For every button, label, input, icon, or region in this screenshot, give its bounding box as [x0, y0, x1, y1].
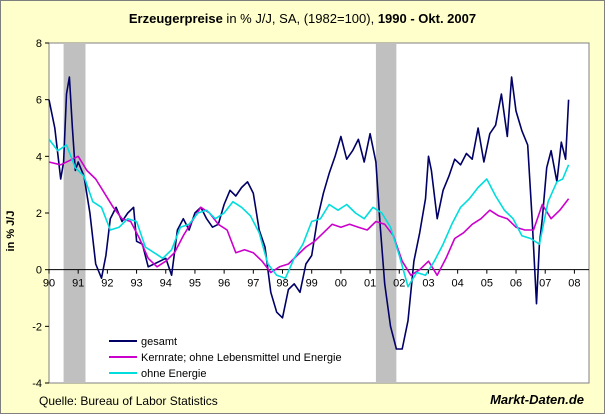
legend-label-0: gesamt [141, 336, 177, 348]
source-note: Quelle: Bureau of Labor Statistics [39, 394, 218, 408]
chart-title-period: 1990 - Okt. 2007 [377, 11, 477, 26]
y-tick-label: 4 [36, 151, 42, 163]
y-tick-label: 2 [36, 208, 42, 220]
x-tick-label: 98 [276, 278, 288, 290]
x-tick-label: 92 [101, 278, 113, 290]
chart-title-units: in % J/J, SA, (1982=100), [222, 11, 378, 26]
y-tick-label: -4 [32, 378, 42, 390]
chart-title-main: Erzeugerpreise [128, 11, 223, 26]
legend-label-1: Kernrate; ohne Lebensmittel und Energie [141, 352, 342, 364]
x-tick-label: 06 [510, 278, 522, 290]
x-tick-label: 99 [306, 278, 318, 290]
y-tick-label: 8 [36, 38, 42, 50]
x-tick-label: 03 [422, 278, 434, 290]
x-tick-label: 05 [481, 278, 493, 290]
x-tick-label: 07 [539, 278, 551, 290]
x-tick-label: 97 [247, 278, 259, 290]
series-line-2 [48, 138, 570, 288]
legend-label-2: ohne Energie [141, 368, 206, 380]
x-tick-label: 94 [160, 278, 172, 290]
x-tick-label: 04 [452, 278, 464, 290]
y-tick-label: 6 [36, 95, 42, 107]
y-tick-label: 0 [36, 265, 42, 277]
x-tick-label: 93 [130, 278, 142, 290]
x-tick-label: 02 [393, 278, 405, 290]
chart-title: Erzeugerpreise in % J/J, SA, (1982=100),… [1, 11, 604, 26]
y-tick-label: -2 [32, 321, 42, 333]
x-tick-label: 08 [568, 278, 580, 290]
series-line-1 [48, 155, 570, 277]
recession-band-0 [63, 43, 86, 383]
x-tick-label: 01 [364, 278, 376, 290]
x-tick-label: 00 [335, 278, 347, 290]
x-tick-label: 90 [43, 278, 55, 290]
x-tick-label: 95 [189, 278, 201, 290]
x-tick-label: 96 [218, 278, 230, 290]
brand-label: Markt-Daten.de [490, 392, 584, 407]
recession-band-1 [375, 43, 397, 383]
x-tick-label: 91 [72, 278, 84, 290]
